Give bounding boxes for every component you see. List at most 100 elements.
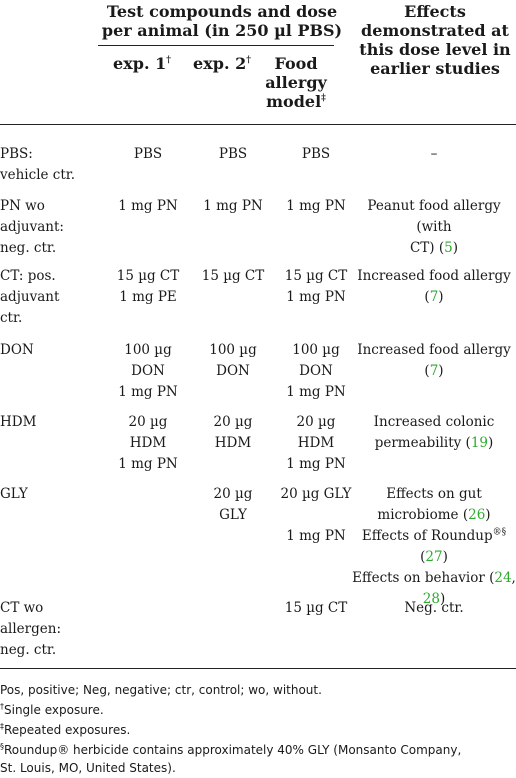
- row-label: CT wo allergen: neg. ctr.: [0, 598, 110, 661]
- reference-link[interactable]: 24: [494, 570, 512, 586]
- effects-text: microbiome (: [377, 507, 469, 523]
- cell-effects-line: CT) (5): [352, 238, 516, 259]
- row-label-line: HDM: [0, 414, 37, 430]
- row-label-line: CT wo: [0, 600, 44, 616]
- cell-effects: Increased food allergy (7): [352, 266, 516, 308]
- group-header-rule: [98, 45, 334, 46]
- row-label: HDM: [0, 412, 110, 433]
- footnote-roundup-cont: St. Louis, MO, United States).: [0, 761, 176, 775]
- cell-food-allergy-line: 1 mg PN: [286, 384, 346, 400]
- cell-exp1: 15 µg CT 1 mg PE: [98, 266, 198, 308]
- effects-text: Increased colonic: [373, 414, 495, 430]
- col-header-exp1: exp. 1†: [113, 54, 171, 73]
- cell-food-allergy-line: 1 mg PN: [286, 198, 346, 214]
- cell-effects-line: Neg. ctr.: [352, 598, 516, 619]
- cell-effects-line: Increased colonic: [352, 412, 516, 433]
- row-label: PBS: vehicle ctr.: [0, 144, 110, 186]
- row-label: DON: [0, 340, 110, 361]
- reference-link[interactable]: 28: [422, 591, 440, 607]
- row-label-line: adjuvant: [0, 289, 60, 305]
- cell-food-allergy-line: 15 µg CT: [284, 268, 348, 284]
- row-label-line: PBS:: [0, 146, 33, 162]
- cell-exp1-line: 1 mg PN: [118, 198, 178, 214]
- effects-text: ): [439, 591, 446, 607]
- row-label-line: GLY: [0, 486, 28, 502]
- cell-food-allergy: 15 µg CT 1 mg PN: [256, 266, 376, 308]
- col-header-effects: Effects demonstrated at this dose level …: [359, 2, 511, 78]
- cell-exp2-line: DON: [216, 363, 250, 379]
- cell-food-allergy-line: 1 mg PN: [286, 289, 346, 305]
- cell-effects: Peanut food allergy (with CT) (5): [352, 196, 516, 259]
- row-label: GLY: [0, 484, 110, 505]
- cell-exp1-line: 100 µg: [124, 342, 172, 358]
- cell-exp2-line: GLY: [219, 507, 247, 523]
- cell-food-allergy-line: 20 µg: [296, 414, 336, 430]
- group-header-line1: Test compounds and dose: [106, 2, 338, 21]
- effects-text: Increased food allergy (: [357, 268, 511, 305]
- cell-effects-line: 28): [352, 589, 516, 610]
- cell-exp2-line: 1 mg PN: [203, 198, 263, 214]
- cell-food-allergy-line: 1 mg PN: [286, 456, 346, 472]
- cell-food-allergy-line: HDM: [297, 435, 335, 451]
- reference-link[interactable]: 7: [429, 363, 439, 379]
- effects-text: ): [488, 435, 494, 451]
- row-label-line: adjuvant:: [0, 219, 64, 235]
- cell-exp2-line: 15 µg CT: [201, 268, 265, 284]
- reference-link[interactable]: 27: [425, 549, 443, 565]
- effects-text: Increased food allergy (: [357, 342, 511, 379]
- cell-exp1-line: 1 mg PN: [118, 384, 178, 400]
- cell-effects-line: Increased food allergy (7): [352, 340, 516, 382]
- cell-exp2-line: 20 µg: [213, 486, 253, 502]
- cell-effects: –: [352, 144, 516, 165]
- row-label: CT: pos. adjuvant ctr.: [0, 266, 110, 329]
- cell-food-allergy: 15 µg CT: [256, 598, 376, 619]
- cell-exp2-line: PBS: [218, 146, 248, 162]
- effects-text: Peanut food allergy (with: [367, 198, 501, 235]
- header-rule: [0, 124, 516, 125]
- cell-effects-line: permeability (19): [352, 433, 516, 454]
- reference-link[interactable]: 5: [444, 240, 453, 256]
- effects-text: –: [430, 146, 438, 162]
- table-bottom-rule: [0, 668, 516, 669]
- row-label-line: neg. ctr.: [0, 642, 57, 658]
- effects-text: Neg. ctr.: [404, 600, 464, 616]
- cell-exp1: PBS: [98, 144, 198, 165]
- cell-exp1-line: HDM: [129, 435, 167, 451]
- cell-exp1-line: 1 mg PE: [119, 289, 177, 305]
- cell-exp2: 20 µg GLY: [188, 484, 278, 526]
- col-header-food-allergy-model: Food allergy model‡: [265, 54, 327, 111]
- cell-food-allergy: 1 mg PN: [256, 196, 376, 217]
- cell-effects-line: microbiome (26): [352, 505, 516, 526]
- cell-effects-line: Effects of Roundup®§ (27): [352, 526, 516, 568]
- cell-exp2: 100 µg DON: [188, 340, 278, 382]
- reference-link[interactable]: 7: [429, 289, 439, 305]
- footnote-roundup: §Roundup® herbicide contains approximate…: [0, 742, 462, 758]
- row-label-line: ctr.: [0, 310, 23, 326]
- effects-text: ): [442, 549, 448, 565]
- cell-effects: Increased colonic permeability (19): [352, 412, 516, 454]
- cell-exp1-line: 1 mg PN: [118, 456, 178, 472]
- reference-link[interactable]: 19: [470, 435, 489, 451]
- col-header-exp2: exp. 2†: [193, 54, 251, 73]
- cell-exp1: 1 mg PN: [98, 196, 198, 217]
- cell-exp1-line: DON: [131, 363, 165, 379]
- cell-effects-line: Peanut food allergy (with: [352, 196, 516, 238]
- cell-food-allergy-line: 1 mg PN: [286, 528, 346, 544]
- row-label: PN wo adjuvant: neg. ctr.: [0, 196, 110, 259]
- cell-exp2-line: 100 µg: [209, 342, 257, 358]
- cell-food-allergy-line: 15 µg CT: [284, 600, 348, 616]
- cell-food-allergy-line: PBS: [301, 146, 331, 162]
- cell-effects-line: Effects on gut: [352, 484, 516, 505]
- effects-text: ): [438, 363, 444, 379]
- cell-exp1-line: 15 µg CT: [116, 268, 180, 284]
- cell-food-allergy-line: 20 µg GLY: [280, 486, 352, 502]
- row-label-line: CT: pos.: [0, 268, 56, 284]
- cell-food-allergy: 20 µg HDM 1 mg PN: [256, 412, 376, 475]
- reference-link[interactable]: 26: [468, 507, 486, 523]
- effects-text: ): [452, 240, 459, 256]
- effects-text: Effects on behavior (: [352, 570, 495, 586]
- cell-effects-line: Increased food allergy (7): [352, 266, 516, 308]
- effects-text: ): [438, 289, 444, 305]
- row-label-line: PN wo: [0, 198, 45, 214]
- effects-text: Effects on gut: [386, 486, 482, 502]
